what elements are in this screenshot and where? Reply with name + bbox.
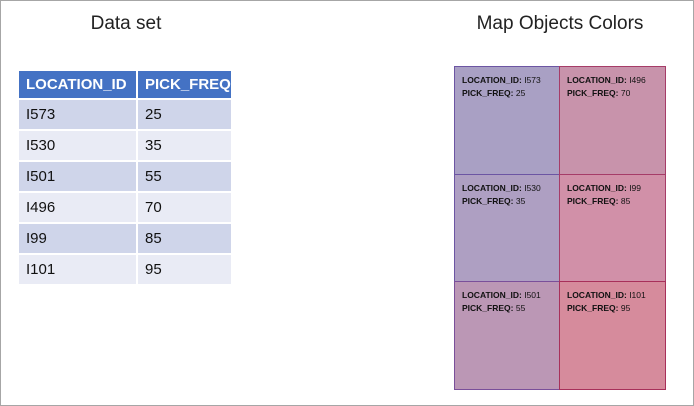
cell-location-id: I530 <box>17 129 138 162</box>
map-title: Map Objects Colors <box>476 13 644 34</box>
map-object[interactable]: LOCATION_ID: I496 PICK_FREQ: 70 <box>559 66 666 175</box>
cell-pick-freq: 85 <box>136 222 233 255</box>
freq-key: PICK_FREQ: <box>462 88 514 98</box>
map-object[interactable]: LOCATION_ID: I530 PICK_FREQ: 35 <box>454 174 561 282</box>
map-object-location: LOCATION_ID: I573 <box>462 74 560 87</box>
location-key: LOCATION_ID: <box>567 290 627 300</box>
cell-location-id: I101 <box>17 253 138 286</box>
map-object-location: LOCATION_ID: I496 <box>567 74 665 87</box>
location-key: LOCATION_ID: <box>567 183 627 193</box>
map-object-freq: PICK_FREQ: 55 <box>462 302 560 315</box>
map-object-freq: PICK_FREQ: 85 <box>567 195 665 208</box>
freq-value: 25 <box>515 88 526 98</box>
location-key: LOCATION_ID: <box>462 183 522 193</box>
freq-value: 95 <box>620 303 631 313</box>
table-row: I530 35 <box>17 129 233 162</box>
freq-value: 85 <box>620 196 631 206</box>
map-object-freq: PICK_FREQ: 70 <box>567 87 665 100</box>
cell-pick-freq: 25 <box>136 98 233 131</box>
map-object[interactable]: LOCATION_ID: I99 PICK_FREQ: 85 <box>559 174 666 282</box>
freq-key: PICK_FREQ: <box>462 196 514 206</box>
location-value: I496 <box>629 75 646 85</box>
cell-location-id: I501 <box>17 160 138 193</box>
table-row: I496 70 <box>17 191 233 224</box>
freq-key: PICK_FREQ: <box>462 303 514 313</box>
dataset-title: Data set <box>90 13 162 34</box>
freq-key: PICK_FREQ: <box>567 88 619 98</box>
column-header-pick-freq: PICK_FREQ <box>136 69 233 100</box>
freq-value: 35 <box>515 196 526 206</box>
map-object[interactable]: LOCATION_ID: I501 PICK_FREQ: 55 <box>454 281 561 390</box>
map-objects-grid: LOCATION_ID: I573 PICK_FREQ: 25 LOCATION_I… <box>454 66 666 390</box>
table-header-row: LOCATION_ID PICK_FREQ <box>17 69 233 100</box>
table-row: I99 85 <box>17 222 233 255</box>
location-value: I530 <box>524 183 541 193</box>
map-object-location: LOCATION_ID: I501 <box>462 289 560 302</box>
location-value: I501 <box>524 290 541 300</box>
table-row: I101 95 <box>17 253 233 286</box>
location-key: LOCATION_ID: <box>462 75 522 85</box>
dataset-table: LOCATION_ID PICK_FREQ I573 25 I530 35 I501 55… <box>17 69 233 286</box>
map-object-freq: PICK_FREQ: 35 <box>462 195 560 208</box>
map-object-location: LOCATION_ID: I99 <box>567 182 665 195</box>
cell-location-id: I99 <box>17 222 138 255</box>
cell-pick-freq: 70 <box>136 191 233 224</box>
column-header-location-id: LOCATION_ID <box>17 69 138 100</box>
table-row: I501 55 <box>17 160 233 193</box>
map-object-freq: PICK_FREQ: 95 <box>567 302 665 315</box>
location-key: LOCATION_ID: <box>567 75 627 85</box>
table-row: I573 25 <box>17 98 233 131</box>
cell-pick-freq: 55 <box>136 160 233 193</box>
cell-pick-freq: 35 <box>136 129 233 162</box>
map-object-location: LOCATION_ID: I530 <box>462 182 560 195</box>
map-object-freq: PICK_FREQ: 25 <box>462 87 560 100</box>
map-object[interactable]: LOCATION_ID: I101 PICK_FREQ: 95 <box>559 281 666 390</box>
freq-key: PICK_FREQ: <box>567 196 619 206</box>
freq-value: 70 <box>620 88 631 98</box>
freq-value: 55 <box>515 303 526 313</box>
map-object-location: LOCATION_ID: I101 <box>567 289 665 302</box>
location-key: LOCATION_ID: <box>462 290 522 300</box>
location-value: I573 <box>524 75 541 85</box>
cell-location-id: I573 <box>17 98 138 131</box>
location-value: I101 <box>629 290 646 300</box>
map-object[interactable]: LOCATION_ID: I573 PICK_FREQ: 25 <box>454 66 561 175</box>
cell-location-id: I496 <box>17 191 138 224</box>
location-value: I99 <box>629 183 642 193</box>
cell-pick-freq: 95 <box>136 253 233 286</box>
freq-key: PICK_FREQ: <box>567 303 619 313</box>
